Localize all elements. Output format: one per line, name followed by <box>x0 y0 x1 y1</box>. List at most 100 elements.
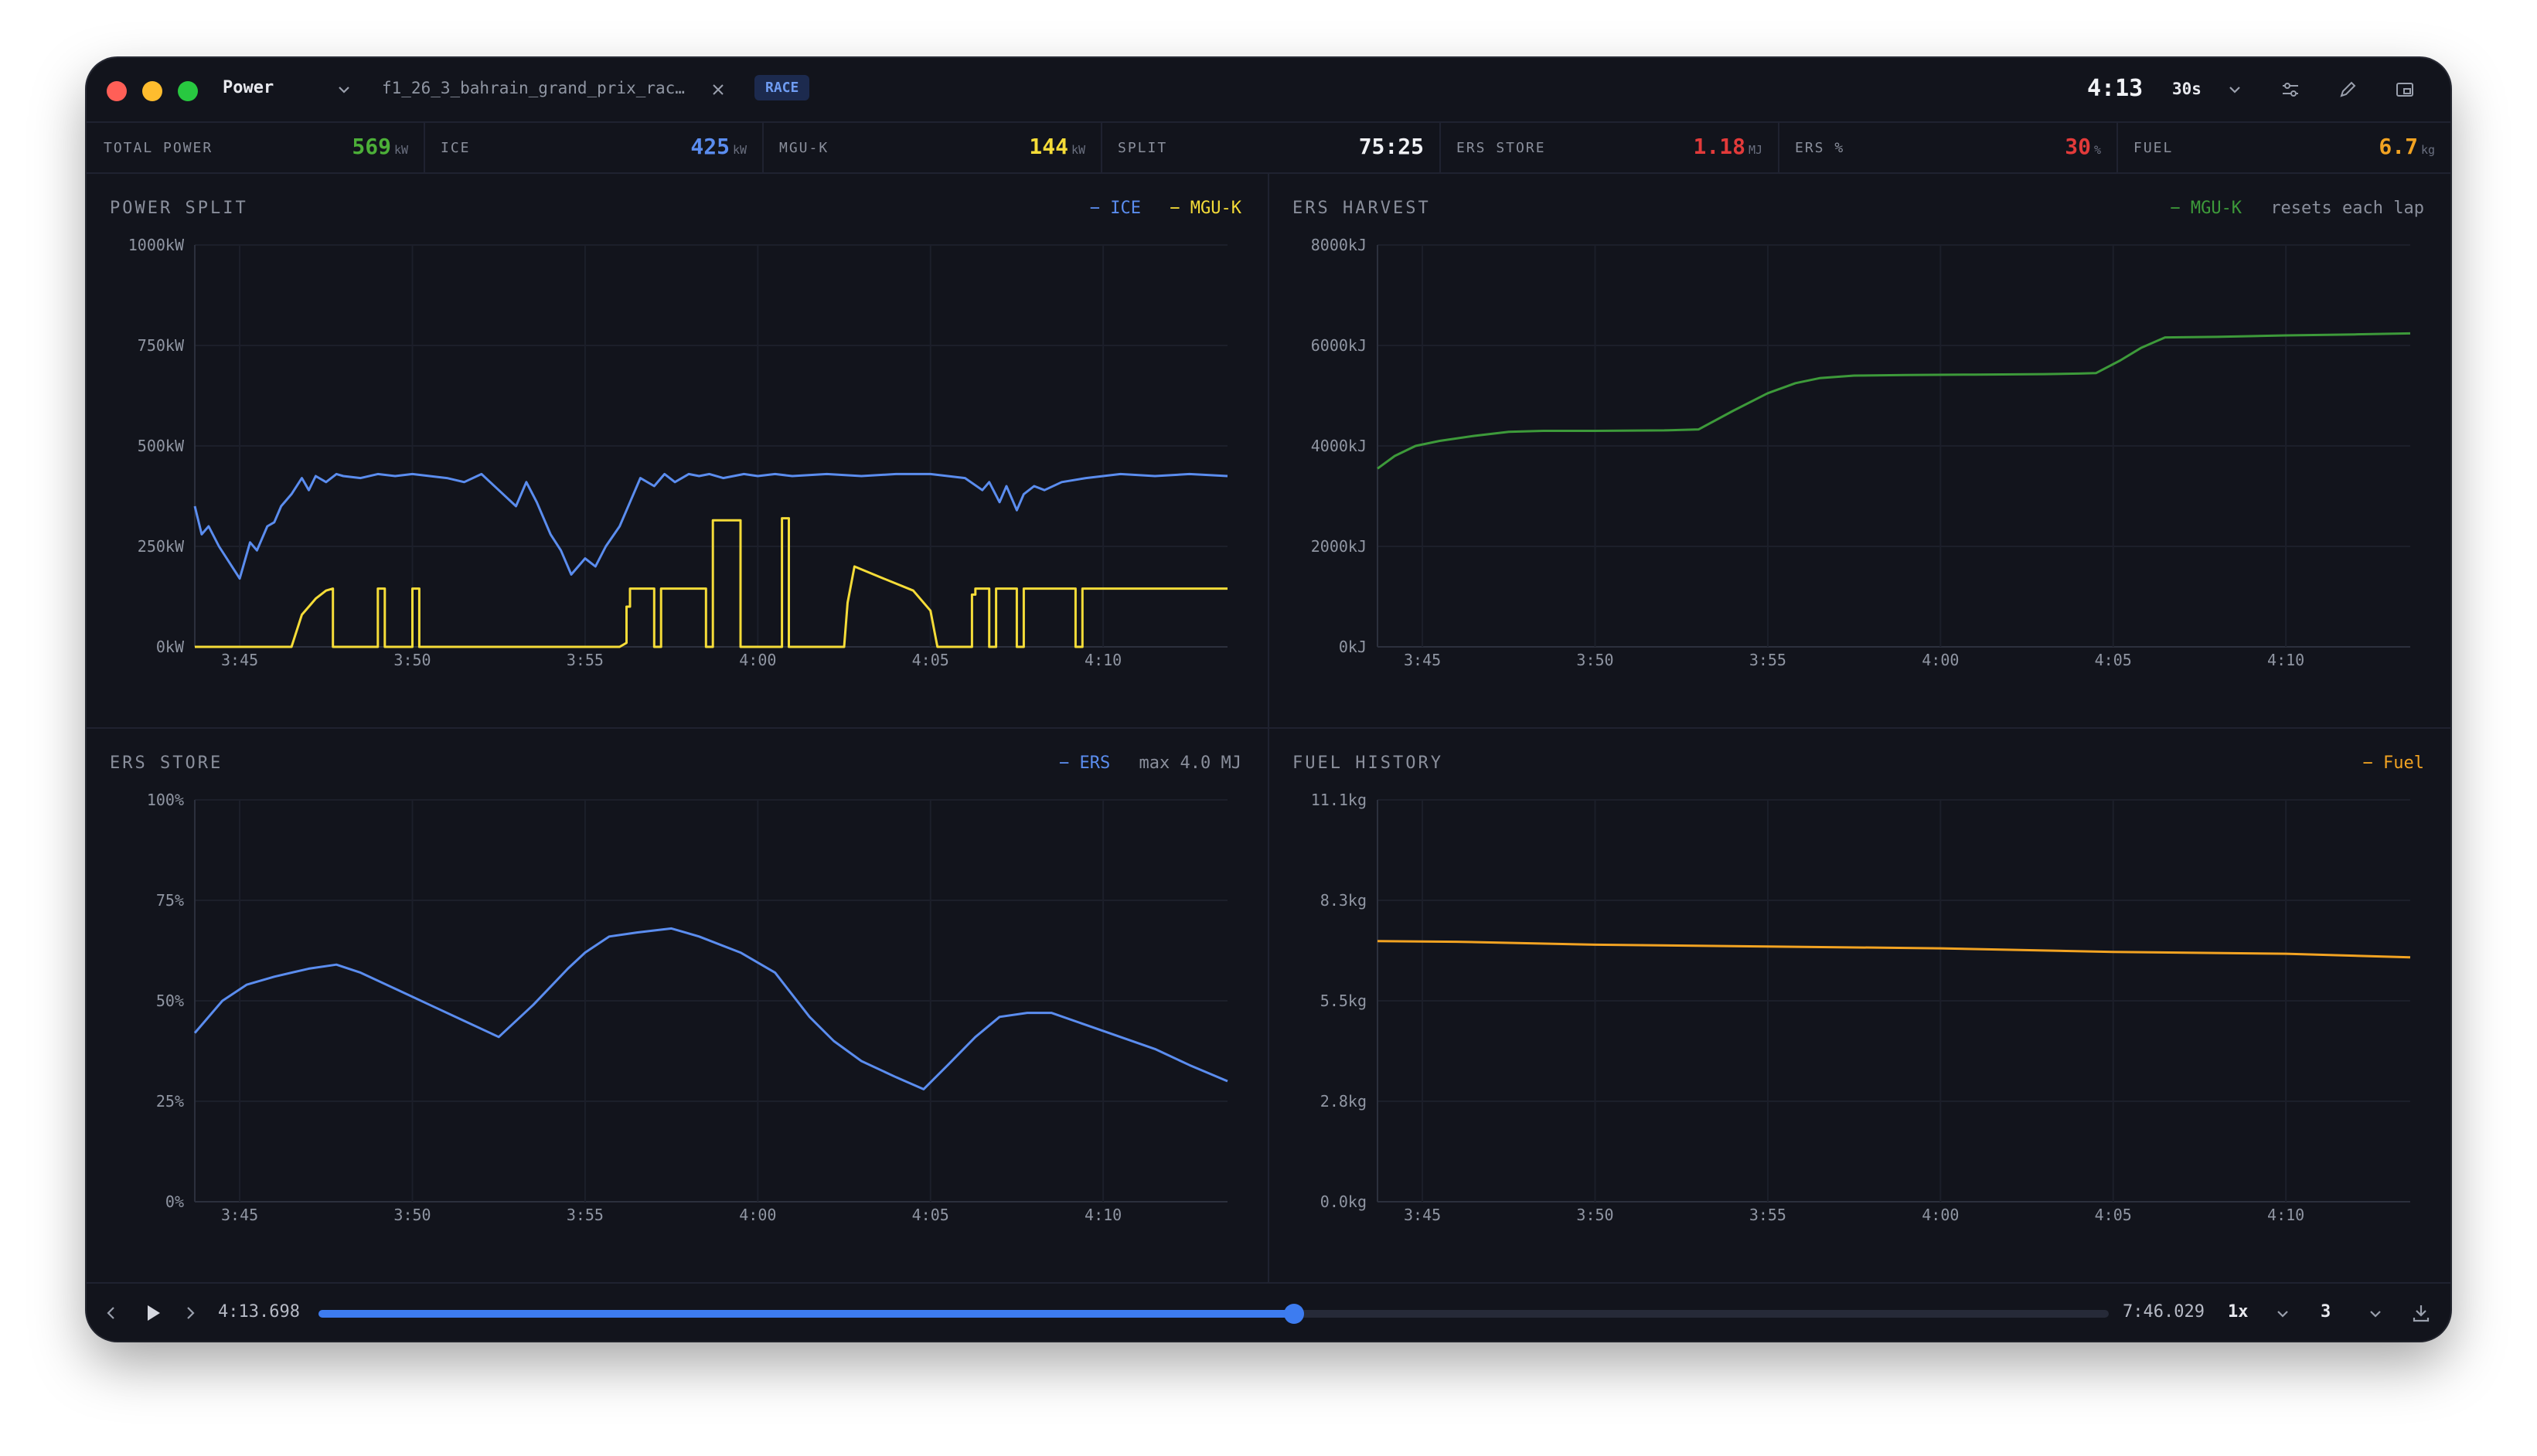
x-tick-label: 3:55 <box>567 651 604 669</box>
minimize-window-button[interactable] <box>142 81 162 101</box>
x-tick-label: 3:45 <box>1404 1206 1441 1224</box>
scrubber-progress <box>318 1310 1295 1318</box>
series-line-ers <box>193 927 1228 1090</box>
popout-window-icon[interactable] <box>2395 80 2415 100</box>
y-tick-label: 6000kJ <box>1311 336 1367 355</box>
chart-plot: 0kW 250kW 500kW 750kW 1000kW 3:45 3:50 3:55 4:00… <box>128 236 1228 669</box>
x-tick-label: 4:10 <box>1085 651 1122 669</box>
legend-item-mguk[interactable]: − MGU-K <box>1170 199 1241 218</box>
play-icon[interactable] <box>142 1302 164 1324</box>
chevron-down-icon[interactable] <box>2367 1305 2384 1322</box>
current-time: 4:13.698 <box>218 1302 300 1322</box>
chevron-left-icon[interactable] <box>102 1304 121 1322</box>
window-length-select[interactable]: 30s <box>2172 80 2202 98</box>
y-tick-label: 0kW <box>156 638 185 656</box>
x-tick-label: 4:05 <box>2095 1206 2132 1224</box>
speed-select[interactable]: 1x <box>2228 1302 2249 1322</box>
y-tick-label: 2000kJ <box>1311 537 1367 556</box>
x-tick-label: 4:00 <box>739 1206 776 1224</box>
y-tick-label: 0.0kg <box>1320 1192 1367 1211</box>
chevron-right-icon[interactable] <box>181 1304 199 1322</box>
legend-note: resets each lap <box>2270 199 2424 218</box>
power-split-chart[interactable]: 0kW 250kW 500kW 750kW 1000kW 3:45 3:50 3:55 4:00… <box>87 174 1268 727</box>
app-window: Power f1_26_3_bahrain_grand_prix_rac… RA… <box>87 58 2450 1341</box>
panel-ers-store: ERS STORE − ERS max 4.0 MJ 0% 25% 50% 75% 10… <box>87 729 1268 1282</box>
panel-power-split: POWER SPLIT − ICE − MGU-K 0kW 250kW 500kW 7… <box>87 174 1268 727</box>
maximize-window-button[interactable] <box>178 81 198 101</box>
y-tick-label: 500kW <box>138 437 185 455</box>
stat-mguk: MGU-K 144 kW <box>762 121 1102 172</box>
stat-fuel: FUEL 6.7 kg <box>2133 134 2435 159</box>
chart-plot: 0% 25% 50% 75% 100% 3:45 3:50 3:55 4:00 4:05 4:10 <box>147 791 1228 1224</box>
legend-item-ice[interactable]: − ICE <box>1089 199 1142 218</box>
legend-item-fuel[interactable]: − Fuel <box>2362 754 2424 773</box>
panel-fuel-history: FUEL HISTORY − Fuel 0.0kg 2.8kg 5.5kg 8.3kg… <box>1269 729 2450 1282</box>
x-tick-label: 4:10 <box>1085 1206 1122 1224</box>
panel-title: FUEL HISTORY <box>1292 754 1443 773</box>
fuel-history-chart[interactable]: 0.0kg 2.8kg 5.5kg 8.3kg 11.1kg 3:45 3:50 3:55 4:… <box>1269 729 2450 1282</box>
chart-legend: − ICE − MGU-K <box>1090 199 1241 218</box>
file-tab[interactable]: f1_26_3_bahrain_grand_prix_rac… <box>382 79 685 97</box>
playback-bar: 4:13.698 7:46.029 1x 3 <box>87 1282 2450 1341</box>
panel-ers-harvest: ERS HARVEST − MGU-K resets each lap 0kJ 2… <box>1269 174 2450 727</box>
x-tick-label: 4:00 <box>739 651 776 669</box>
y-tick-label: 1000kW <box>128 236 185 254</box>
sliders-icon[interactable] <box>2280 80 2300 100</box>
x-tick-label: 4:10 <box>2267 651 2304 669</box>
download-icon[interactable] <box>2410 1302 2432 1324</box>
x-tick-label: 4:10 <box>2267 1206 2304 1224</box>
x-tick-label: 3:50 <box>393 651 431 669</box>
x-tick-label: 4:05 <box>2095 651 2132 669</box>
y-tick-label: 2.8kg <box>1320 1092 1367 1111</box>
chevron-down-icon[interactable] <box>2274 1305 2291 1322</box>
x-tick-label: 3:55 <box>1749 651 1786 669</box>
y-tick-label: 750kW <box>138 336 185 355</box>
chart-legend: − Fuel <box>2363 754 2424 773</box>
close-tab-icon[interactable] <box>710 81 727 98</box>
y-tick-label: 8.3kg <box>1320 891 1367 910</box>
y-tick-label: 75% <box>156 891 184 910</box>
x-tick-label: 4:05 <box>912 1206 949 1224</box>
x-tick-label: 3:45 <box>1404 651 1441 669</box>
chart-legend: − MGU-K resets each lap <box>2170 199 2424 218</box>
pencil-icon[interactable] <box>2338 80 2358 100</box>
stat-split: SPLIT 75:25 <box>1101 121 1441 172</box>
title-bar: Power f1_26_3_bahrain_grand_prix_rac… RA… <box>87 58 2450 123</box>
panel-divider <box>87 727 2450 729</box>
lap-select[interactable]: 3 <box>2321 1302 2331 1322</box>
x-tick-label: 4:00 <box>1922 1206 1959 1224</box>
legend-item-ers[interactable]: − ERS <box>1059 754 1111 773</box>
y-tick-label: 0% <box>165 1192 184 1211</box>
x-tick-label: 4:05 <box>912 651 949 669</box>
y-tick-label: 5.5kg <box>1320 992 1367 1010</box>
session-badge: RACE <box>754 75 810 100</box>
legend-item-mguk[interactable]: − MGU-K <box>2170 199 2242 218</box>
x-tick-label: 3:50 <box>1576 651 1613 669</box>
x-tick-label: 3:45 <box>221 651 258 669</box>
chevron-down-icon[interactable] <box>335 81 352 98</box>
stat-ers-percent: ERS % 30% <box>1778 121 2118 172</box>
playback-scrubber[interactable] <box>318 1304 2109 1324</box>
chart-plot: 0.0kg 2.8kg 5.5kg 8.3kg 11.1kg 3:45 3:50 3:55 4:… <box>1311 791 2411 1224</box>
panel-title: ERS HARVEST <box>1292 199 1431 218</box>
ers-harvest-chart[interactable]: 0kJ 2000kJ 4000kJ 6000kJ 8000kJ 3:45 3:50 3:55 4… <box>1269 174 2450 727</box>
stat-ice: ICE 425 kW <box>424 121 764 172</box>
legend-note: max 4.0 MJ <box>1139 754 1241 773</box>
panel-selector[interactable]: Power <box>223 78 274 97</box>
scrubber-handle[interactable] <box>1284 1304 1305 1324</box>
stats-bar: TOTAL POWER 569 kW ICE 425 kW MGU-K 144 kW … <box>87 121 2450 174</box>
session-clock: 4:13 <box>2087 75 2144 102</box>
chart-plot: 0kJ 2000kJ 4000kJ 6000kJ 8000kJ 3:45 3:50 3:55 4… <box>1311 236 2411 669</box>
ers-store-chart[interactable]: 0% 25% 50% 75% 100% 3:45 3:50 3:55 4:00 4:05 4:10 <box>87 729 1268 1282</box>
chevron-down-icon[interactable] <box>2226 81 2243 98</box>
series-line-fuel <box>1377 940 2411 959</box>
panel-title: ERS STORE <box>110 754 223 773</box>
x-tick-label: 3:55 <box>567 1206 604 1224</box>
y-tick-label: 0kJ <box>1339 638 1367 656</box>
series-line-mgu-k <box>195 517 1228 648</box>
total-time: 7:46.029 <box>2123 1302 2205 1322</box>
y-tick-label: 25% <box>156 1092 184 1111</box>
series-line-mgu-k <box>1377 332 2411 470</box>
y-tick-label: 250kW <box>138 537 185 556</box>
close-window-button[interactable] <box>107 81 127 101</box>
